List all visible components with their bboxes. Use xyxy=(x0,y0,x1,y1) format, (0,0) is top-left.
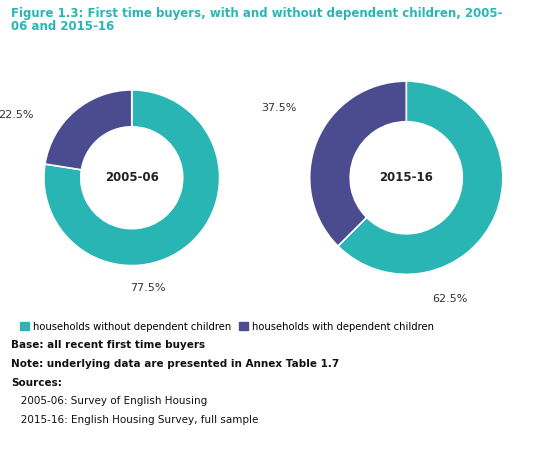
Text: 2015-16: English Housing Survey, full sample: 2015-16: English Housing Survey, full sa… xyxy=(11,415,259,425)
Text: Sources:: Sources: xyxy=(11,378,62,387)
Text: 37.5%: 37.5% xyxy=(261,103,296,113)
Text: 2005-06: 2005-06 xyxy=(105,171,159,184)
Wedge shape xyxy=(45,90,132,170)
Text: 62.5%: 62.5% xyxy=(432,293,467,304)
Text: 77.5%: 77.5% xyxy=(130,283,165,293)
Wedge shape xyxy=(338,81,503,274)
Legend: households without dependent children, households with dependent children: households without dependent children, h… xyxy=(16,318,438,336)
Text: Base: all recent first time buyers: Base: all recent first time buyers xyxy=(11,340,205,350)
Text: Note: underlying data are presented in Annex Table 1.7: Note: underlying data are presented in A… xyxy=(11,359,339,369)
Wedge shape xyxy=(310,81,406,246)
Text: Figure 1.3: First time buyers, with and without dependent children, 2005-: Figure 1.3: First time buyers, with and … xyxy=(11,7,502,20)
Text: 06 and 2015-16: 06 and 2015-16 xyxy=(11,20,114,33)
Text: 2015-16: 2015-16 xyxy=(379,171,433,184)
Text: 22.5%: 22.5% xyxy=(0,109,33,120)
Text: 2005-06: Survey of English Housing: 2005-06: Survey of English Housing xyxy=(11,396,207,406)
Wedge shape xyxy=(44,90,220,266)
